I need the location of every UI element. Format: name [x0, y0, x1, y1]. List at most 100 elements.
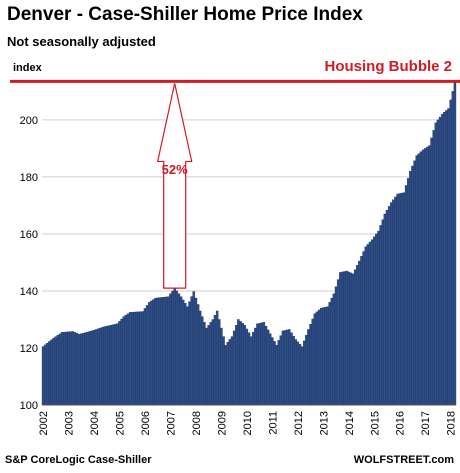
- bar: [305, 334, 308, 406]
- bar: [90, 330, 94, 406]
- bar: [211, 319, 215, 406]
- bar: [239, 321, 242, 406]
- bar: [48, 341, 51, 406]
- bar: [198, 310, 202, 406]
- bar: [353, 269, 357, 406]
- bar: [94, 329, 98, 406]
- bar: [118, 321, 121, 406]
- bar: [194, 297, 198, 406]
- bar: [43, 344, 47, 406]
- y-tick-label: 120: [20, 343, 38, 355]
- bar: [258, 323, 261, 406]
- x-tick-label: 2005: [114, 411, 126, 435]
- bar: [415, 155, 418, 406]
- bar: [147, 302, 151, 406]
- x-tick-label: 2017: [420, 411, 432, 435]
- bar: [315, 311, 319, 406]
- bar: [164, 296, 168, 406]
- reference-line-label: Housing Bubble 2: [324, 58, 453, 75]
- x-tick-label: 2012: [293, 411, 305, 435]
- y-tick-label: 100: [20, 400, 38, 412]
- bar: [373, 236, 376, 406]
- bar: [362, 251, 365, 406]
- bar: [404, 185, 408, 406]
- bar: [124, 315, 128, 406]
- chart-subtitle: Not seasonally adjusted: [7, 34, 156, 49]
- bar: [82, 332, 85, 406]
- bar: [181, 299, 185, 406]
- bar: [449, 99, 452, 406]
- bar: [249, 336, 253, 406]
- bar: [254, 327, 257, 406]
- bar: [409, 171, 412, 406]
- bar: [379, 225, 382, 406]
- bar: [279, 335, 283, 406]
- x-tick-label: 2009: [216, 411, 228, 435]
- bar: [451, 91, 455, 406]
- bar: [345, 270, 348, 406]
- bar: [428, 145, 431, 406]
- bar: [63, 331, 66, 406]
- bar: [101, 327, 104, 406]
- bar: [343, 271, 346, 406]
- bar: [298, 344, 302, 406]
- bar: [288, 329, 291, 406]
- bar: [432, 130, 435, 406]
- x-tick-label: 2008: [191, 411, 203, 435]
- bar: [41, 346, 45, 406]
- x-tick-label: 2015: [369, 411, 381, 435]
- bar: [383, 213, 387, 406]
- bar: [67, 331, 70, 406]
- bar: [122, 316, 125, 406]
- bar: [224, 344, 227, 406]
- bar: [294, 339, 297, 406]
- bar: [179, 296, 183, 406]
- bar: [283, 330, 287, 406]
- x-tick-label: 2006: [140, 411, 152, 435]
- annotation-label: 52%: [162, 162, 188, 177]
- x-tick-label: 2014: [344, 411, 356, 435]
- bar: [392, 199, 395, 406]
- bar: [137, 311, 140, 406]
- bar: [313, 313, 317, 406]
- bar: [356, 265, 359, 406]
- bar: [311, 318, 314, 406]
- bar: [307, 329, 310, 406]
- bar: [426, 146, 429, 406]
- bar: [440, 114, 444, 406]
- bar: [434, 122, 438, 406]
- bar: [220, 327, 223, 406]
- bar: [377, 230, 380, 406]
- bar: [232, 330, 236, 406]
- bar: [133, 311, 136, 406]
- bar: [73, 332, 77, 406]
- bar: [56, 334, 60, 406]
- bar: [290, 332, 293, 406]
- bar: [296, 341, 300, 406]
- bar: [235, 325, 238, 406]
- bar: [209, 322, 213, 406]
- bar: [247, 332, 251, 406]
- bar: [281, 330, 285, 406]
- bar: [419, 151, 423, 406]
- bar: [430, 137, 433, 406]
- bar: [387, 206, 391, 406]
- bar: [173, 287, 176, 406]
- x-tick-label: 2003: [64, 411, 76, 435]
- bar: [152, 299, 155, 406]
- bar: [156, 297, 159, 406]
- bar: [103, 326, 106, 406]
- bar: [309, 324, 312, 406]
- bar: [158, 297, 162, 406]
- bar: [411, 165, 414, 406]
- bar: [262, 322, 266, 406]
- y-tick-label: 180: [20, 172, 38, 184]
- bar: [336, 279, 340, 406]
- bar: [52, 337, 55, 406]
- bar: [177, 293, 181, 406]
- bar: [213, 315, 217, 406]
- bar: [150, 300, 153, 406]
- x-tick-label: 2016: [395, 411, 407, 435]
- bar: [364, 246, 368, 406]
